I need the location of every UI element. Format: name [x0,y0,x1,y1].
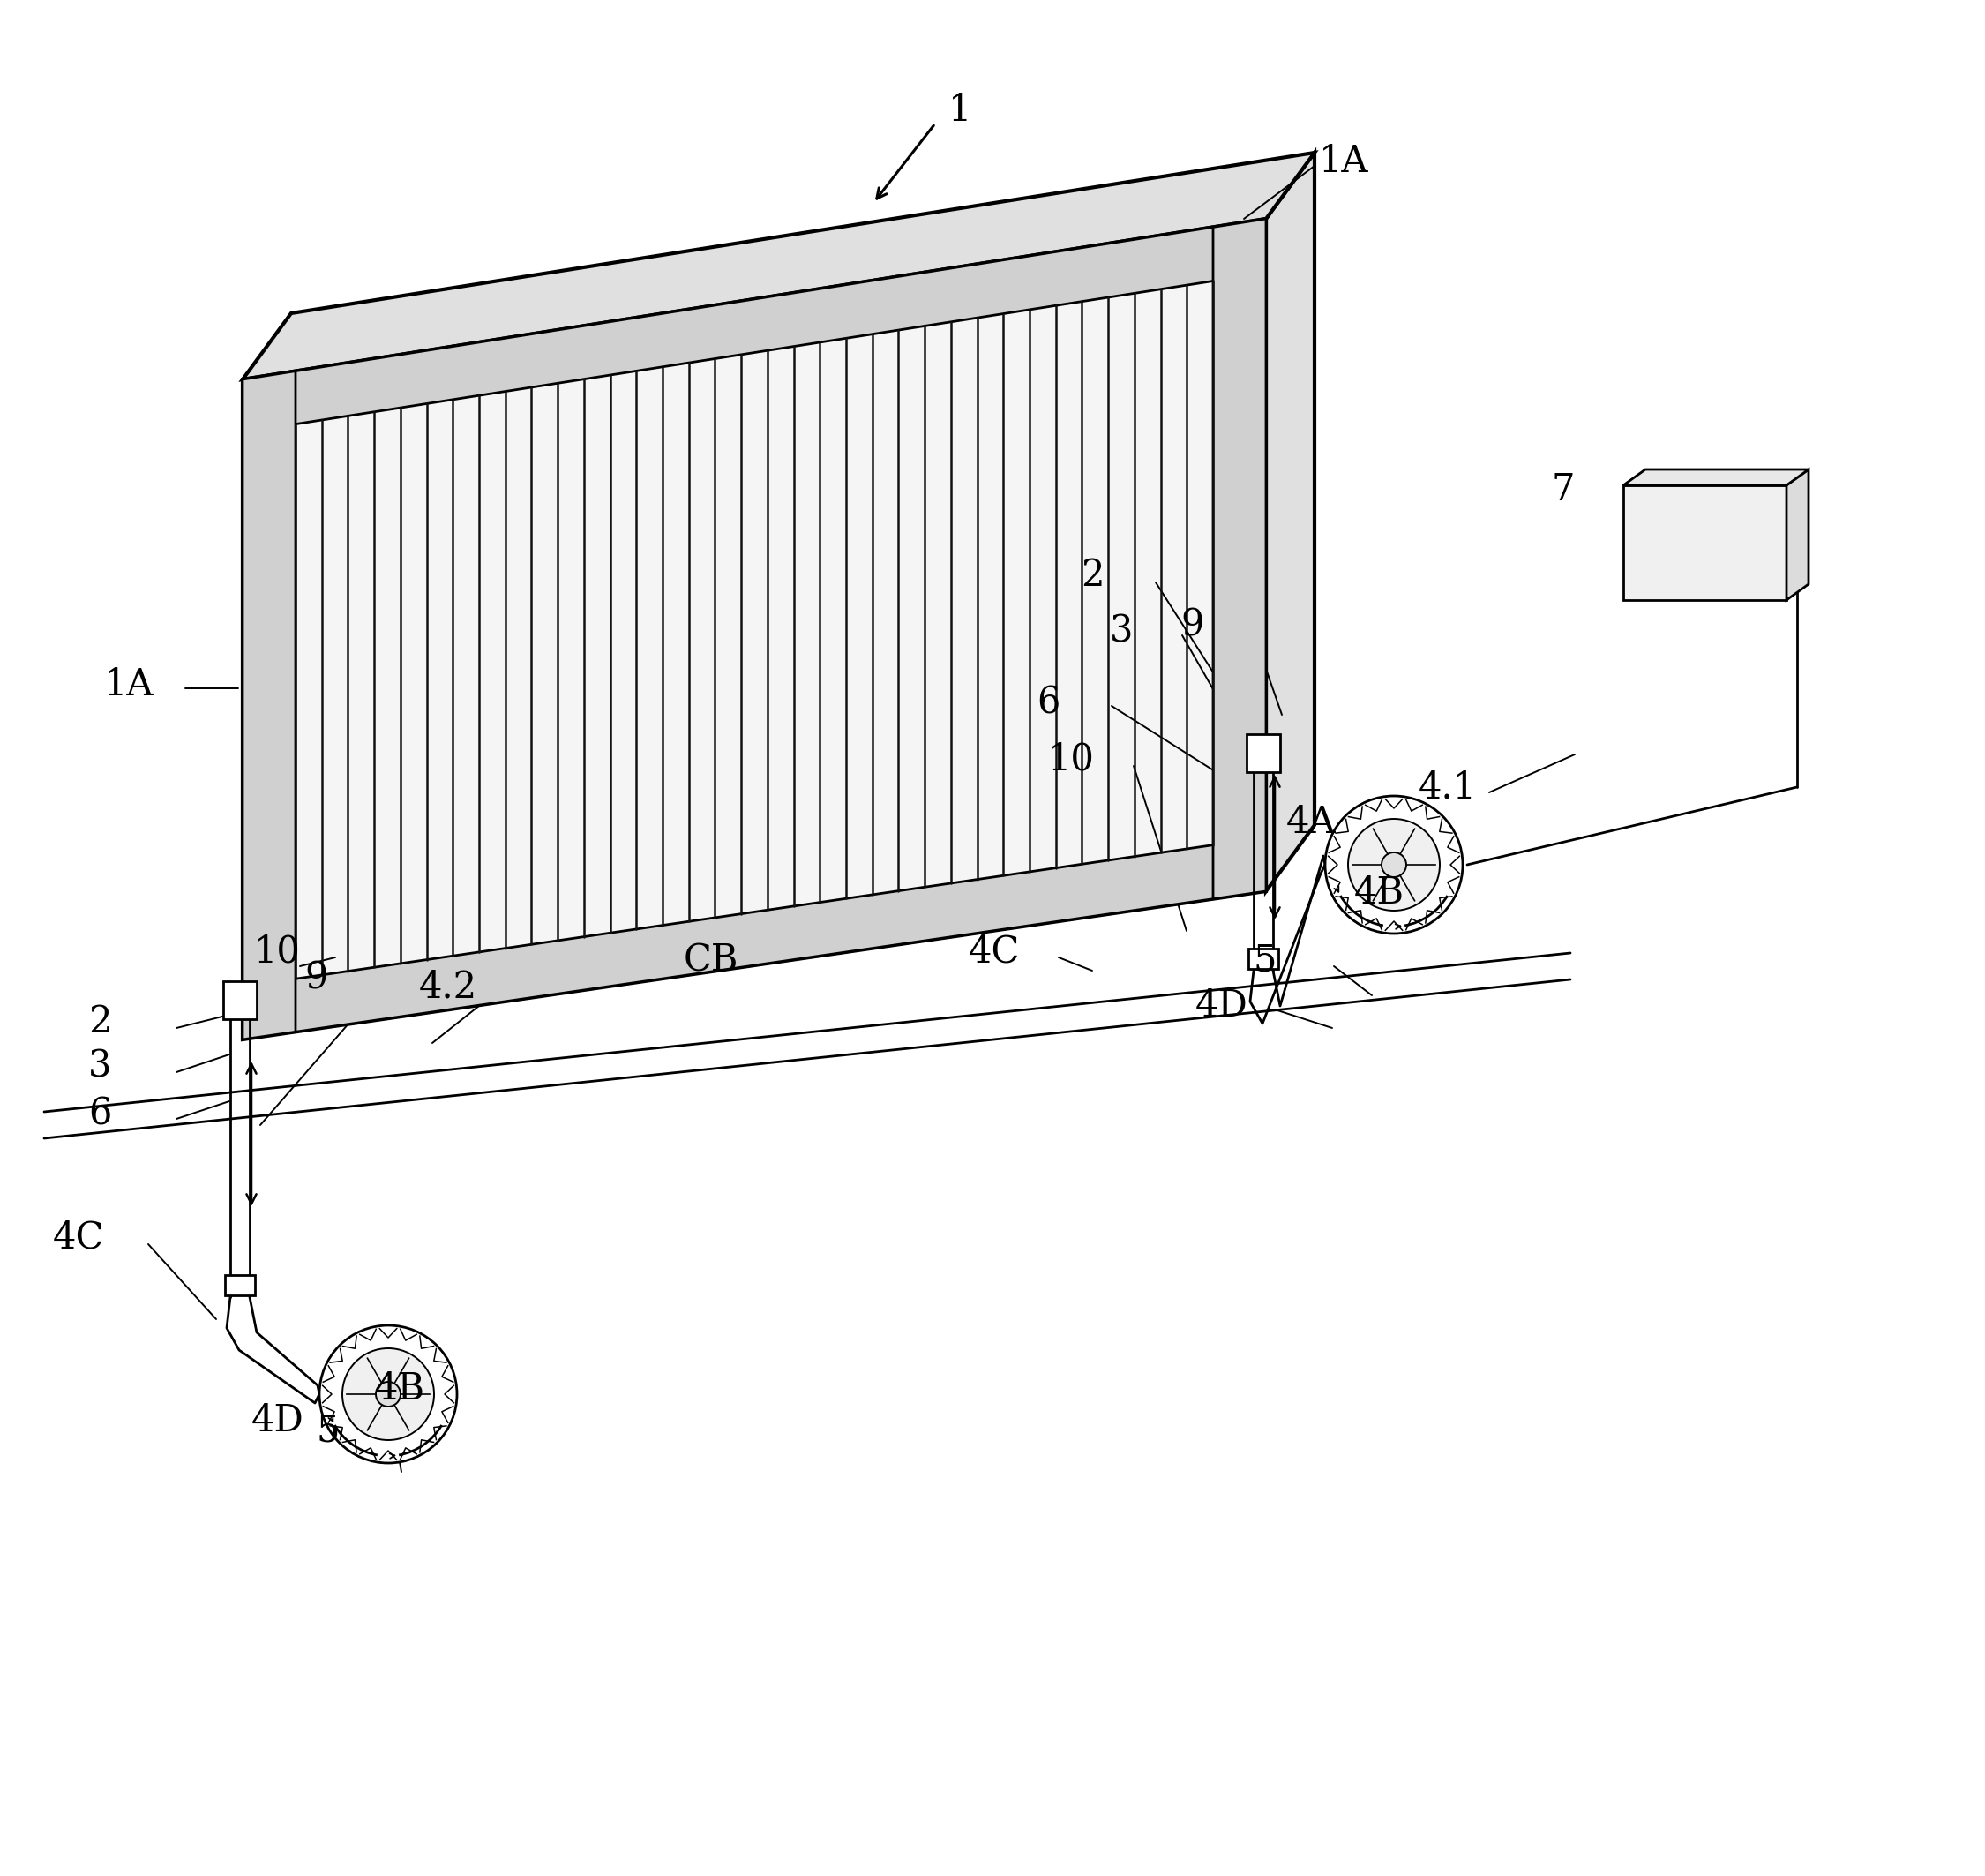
Text: 4.2: 4.2 [419,968,478,1006]
Circle shape [341,1349,435,1441]
Circle shape [1382,852,1405,878]
Text: 5: 5 [1253,942,1276,979]
Polygon shape [242,371,296,1039]
Text: 1A: 1A [1318,143,1370,180]
Text: 4.1: 4.1 [1419,769,1477,805]
Polygon shape [242,219,1266,431]
Circle shape [1326,795,1463,934]
Polygon shape [222,981,256,1019]
Text: 3: 3 [87,1047,111,1084]
Text: 4D: 4D [1195,987,1249,1024]
Text: 5: 5 [316,1413,339,1450]
Text: 9: 9 [304,959,328,996]
Polygon shape [1624,486,1786,600]
Polygon shape [1624,469,1808,486]
Text: 4B: 4B [1354,874,1405,912]
Text: 4C: 4C [969,932,1020,970]
Text: 9: 9 [1181,606,1203,643]
Polygon shape [1249,949,1278,968]
Text: 6: 6 [1036,685,1060,720]
Polygon shape [242,837,1266,1039]
Text: 10: 10 [254,932,302,970]
Text: 3: 3 [1110,612,1133,649]
Text: 10: 10 [1048,741,1096,777]
Text: 4C: 4C [54,1219,105,1255]
Polygon shape [1786,469,1808,600]
Circle shape [320,1324,457,1463]
Polygon shape [242,219,1266,1039]
Circle shape [375,1383,401,1407]
Text: 4D: 4D [252,1401,304,1439]
Text: 7: 7 [1550,471,1574,508]
Text: 1: 1 [949,92,973,129]
Polygon shape [1213,219,1266,899]
Polygon shape [224,1276,254,1294]
Text: 1A: 1A [103,666,155,704]
Text: CB: CB [683,942,738,979]
Polygon shape [1266,152,1314,891]
Text: 6: 6 [87,1096,111,1131]
Text: 2: 2 [1080,557,1104,595]
Polygon shape [1247,734,1280,773]
Text: 4B: 4B [375,1369,425,1407]
Polygon shape [242,152,1314,379]
Text: 2: 2 [87,1004,111,1041]
Text: 4A: 4A [1286,805,1336,840]
Circle shape [1348,820,1439,910]
